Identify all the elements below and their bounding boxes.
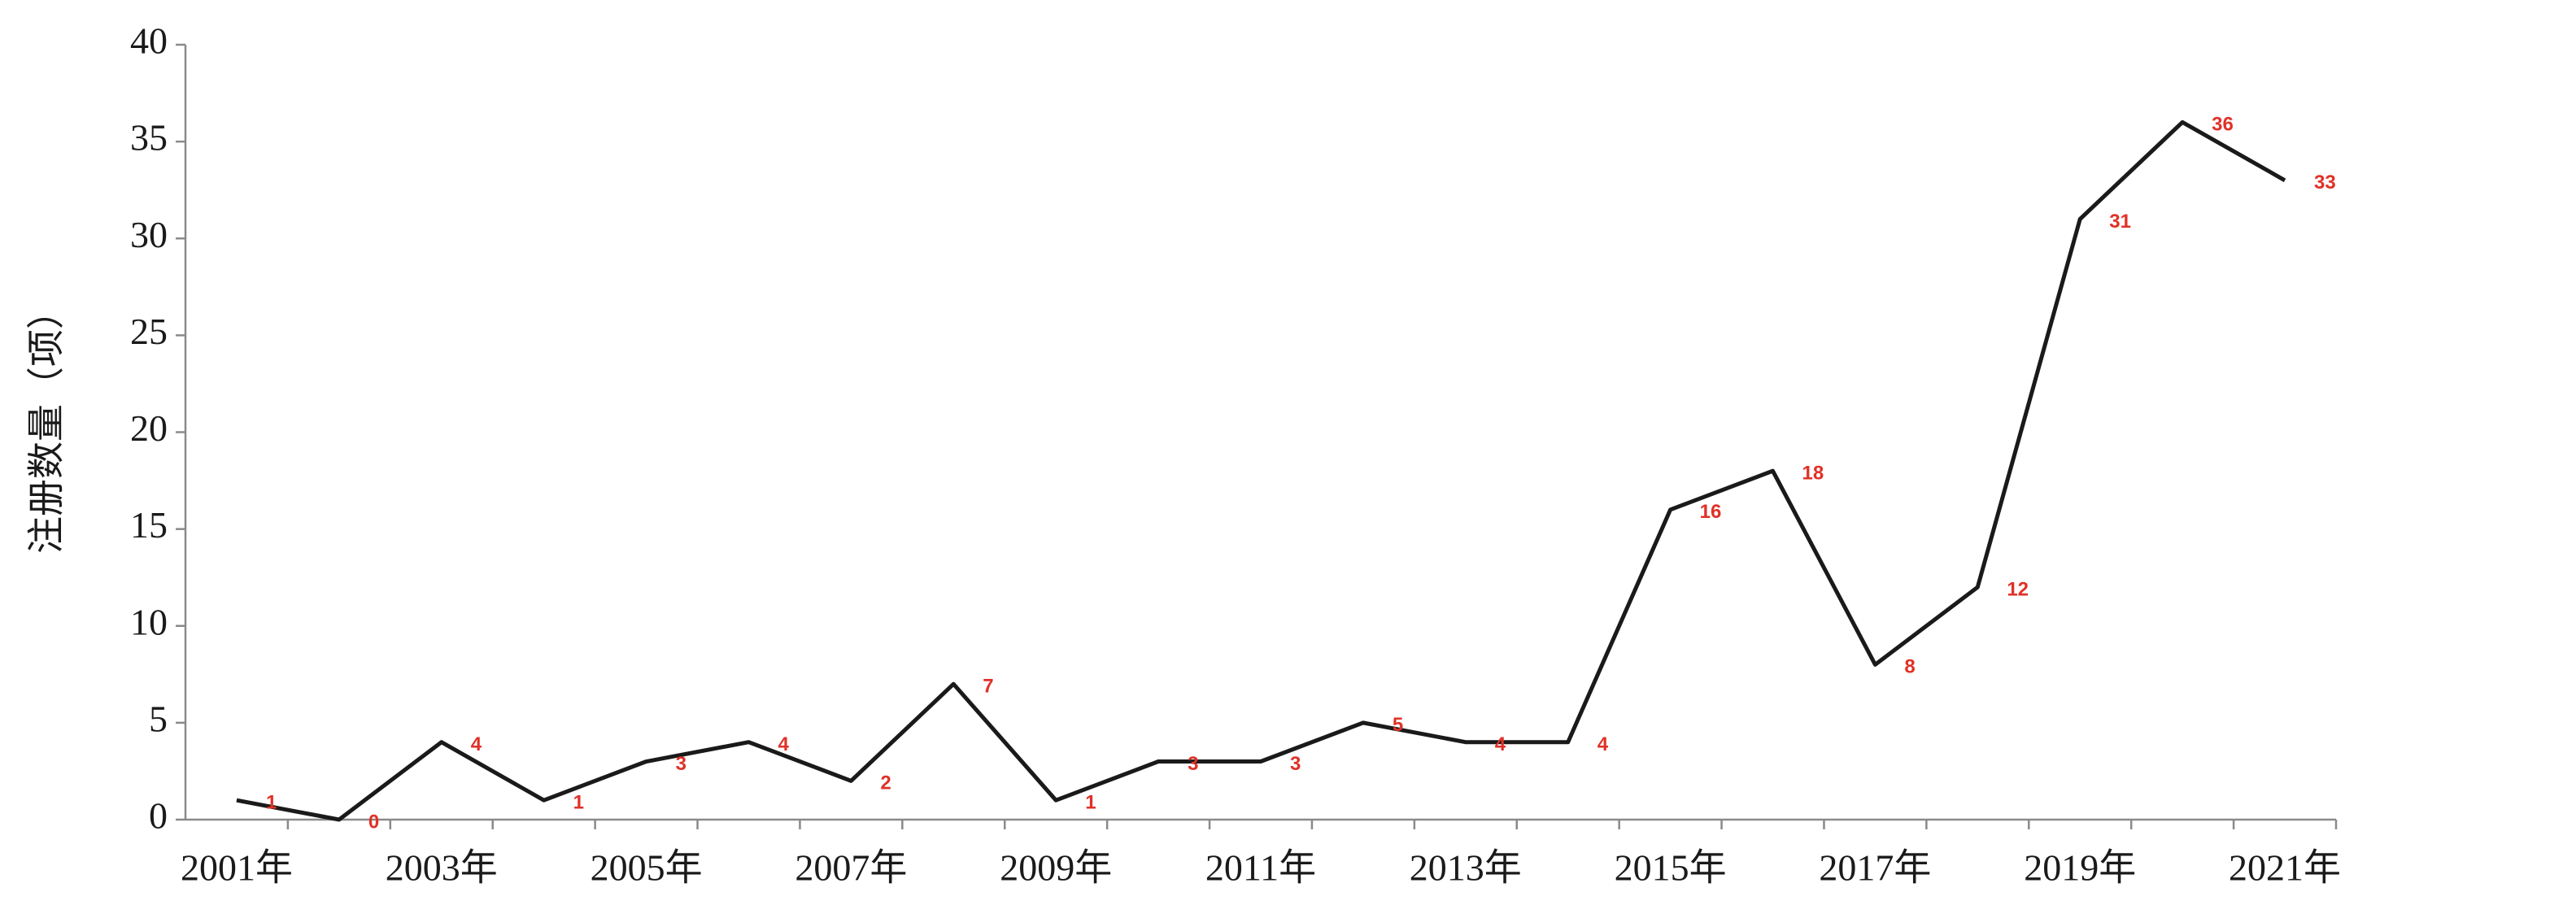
- x-tick-label: 2011年: [1205, 847, 1316, 889]
- data-label: 1: [266, 792, 277, 814]
- data-label: 16: [1700, 501, 1722, 523]
- line: [236, 120, 2286, 822]
- data-label: 1: [573, 792, 584, 814]
- x-tick-label: 2001年: [181, 847, 293, 889]
- y-tick-label: 20: [130, 407, 168, 449]
- data-label: 4: [471, 733, 482, 755]
- x-tick-label: 2003年: [386, 847, 498, 889]
- data-label: 18: [1802, 462, 1824, 484]
- y-tick-label: 0: [149, 795, 168, 837]
- data-label: 4: [1495, 733, 1506, 755]
- y-tick-label: 10: [130, 601, 168, 642]
- data-label: 3: [1290, 753, 1301, 775]
- data-label: 4: [778, 733, 789, 755]
- x-tick-label: 2013年: [1410, 847, 1522, 889]
- data-label: 36: [2212, 114, 2234, 136]
- y-tick-label: 5: [149, 698, 168, 739]
- y-tick-label: 40: [130, 20, 168, 62]
- x-tick-label: 2015年: [1615, 847, 1727, 889]
- data-label: 33: [2314, 172, 2336, 194]
- data-label: 0: [368, 811, 379, 833]
- data-label: 1: [1085, 792, 1096, 814]
- data-label: 8: [1904, 656, 1915, 678]
- x-tick-label: 2017年: [1819, 847, 1931, 889]
- data-label: 3: [1188, 753, 1198, 775]
- x-tick-label: 2005年: [591, 847, 703, 889]
- x-tick-label: 2009年: [1000, 847, 1112, 889]
- y-tick-label: 15: [130, 504, 168, 546]
- x-tick-label: 2007年: [795, 847, 907, 889]
- y-tick-label: 35: [130, 117, 168, 159]
- y-tick-label: 30: [130, 214, 168, 255]
- y-axis-label: 注册数量（项）: [26, 292, 68, 554]
- data-label: 4: [1597, 733, 1609, 755]
- x-tick-label: 2019年: [2024, 847, 2136, 889]
- data-label: 31: [2109, 211, 2131, 233]
- data-label: 7: [983, 676, 993, 698]
- data-label: 3: [676, 753, 686, 775]
- data-label: 12: [2007, 578, 2029, 600]
- data-label: 2: [880, 772, 891, 794]
- data-label: 5: [1393, 714, 1403, 736]
- y-tick-label: 25: [130, 311, 168, 352]
- x-tick-label: 2021年: [2229, 847, 2341, 889]
